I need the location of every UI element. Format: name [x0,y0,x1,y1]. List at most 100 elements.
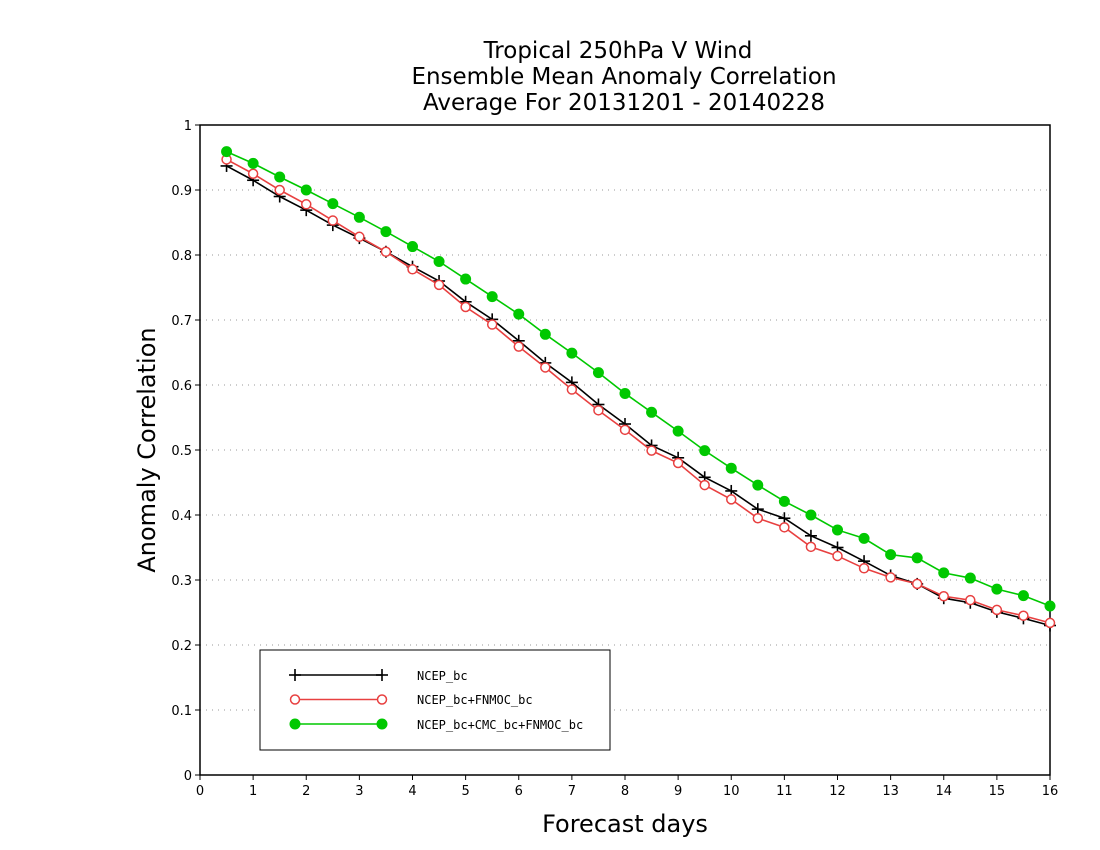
series-1 [221,154,1056,629]
legend-label-ncep-cmc-fnmoc: NCEP_bc+CMC_bc+FNMOC_bc [417,718,583,732]
data-point [354,231,365,243]
series-0 [220,159,1056,632]
x-tick-label: 9 [674,784,682,799]
data-point [832,550,843,562]
x-tick-label: 1 [249,784,257,799]
y-tick-label: 0.2 [171,639,192,654]
data-point [646,406,658,418]
legend-marker [376,718,388,730]
data-point [778,495,790,507]
y-tick-label: 0.8 [171,249,192,264]
legend-marker [289,694,301,705]
x-tick-label: 2 [302,784,310,799]
legend-label-ncep-fnmoc: NCEP_bc+FNMOC_bc [417,693,533,707]
data-point [540,362,551,373]
data-point [726,494,737,505]
data-point [353,211,365,223]
data-point [274,171,286,183]
x-tick-label: 7 [568,784,576,799]
data-point [380,226,392,238]
title-line-1: Tropical 250hPa V Wind [483,38,753,64]
data-point [593,405,604,416]
data-point [486,319,498,330]
data-point [513,341,524,352]
legend-marker [376,669,388,681]
data-point [779,522,790,533]
data-point [1044,600,1056,612]
data-point [1017,590,1029,602]
legend-sample-2 [289,718,388,730]
x-tick-label: 15 [989,784,1006,799]
x-tick-label: 11 [776,784,793,799]
data-point [460,273,472,285]
y-tick-label: 0.3 [171,574,192,589]
legend-label-ncep: NCEP_bc [417,669,468,683]
x-tick-label: 6 [515,784,523,799]
data-point [804,529,817,542]
data-point [805,509,817,521]
y-tick-label: 0.7 [171,314,192,329]
data-point [938,591,949,602]
data-point [460,301,471,313]
data-point [513,308,525,320]
data-point [433,256,445,267]
data-point [752,513,764,524]
data-point [327,198,339,210]
data-point [221,146,233,158]
data-point [805,541,817,553]
y-tick-label: 0.5 [171,444,192,459]
data-point [274,184,285,196]
data-point [911,552,923,564]
y-tick-label: 0.6 [171,379,192,394]
title-line-2: Ensemble Mean Anomaly Correlation [411,64,836,90]
data-point [832,524,843,536]
data-point [672,457,684,469]
y-tick-label: 0.4 [171,509,192,524]
legend-marker [289,718,301,730]
x-tick-label: 12 [829,784,846,799]
data-point [619,424,631,436]
data-point [725,462,737,474]
data-point [433,279,445,291]
legend-marker [289,669,301,681]
data-point [300,184,312,196]
series-2 [221,146,1056,612]
chart-title: Tropical 250hPa V Wind Ensemble Mean Ano… [411,38,836,116]
legend-sample-1 [289,694,388,705]
y-tick-label: 0.9 [171,184,192,199]
data-point [327,215,339,226]
y-tick-label: 1 [184,119,192,134]
data-point [247,157,259,169]
series-line [226,158,1051,624]
data-point [965,594,976,606]
data-point [1044,617,1056,629]
x-tick-label: 5 [461,784,469,799]
title-line-3: Average For 20131201 - 20140228 [423,90,825,116]
data-point [991,604,1003,616]
data-point [699,479,710,491]
data-point [619,387,631,399]
data-point [566,347,578,359]
series-line [226,165,1051,627]
data-point [380,246,392,257]
x-tick-label: 10 [723,784,740,799]
x-tick-label: 14 [935,784,952,799]
data-point [407,264,418,275]
data-point [247,168,259,179]
x-tick-label: 16 [1042,784,1059,799]
data-point [752,479,764,491]
x-tick-label: 13 [882,784,899,799]
data-point [566,384,578,395]
data-point [301,199,312,210]
axes: 00.10.20.30.40.50.60.70.80.910 1 2 3 4 5 6 7 8 9 1… [171,119,1058,799]
x-tick-label: 0 [196,784,204,799]
x-tick-label: 8 [621,784,629,799]
data-point [938,567,950,579]
x-tick-label: 4 [408,784,416,799]
y-tick-label: 0.1 [171,704,192,719]
series-line [226,150,1051,607]
x-axis-label: Forecast days [542,810,708,838]
data-point [858,563,870,574]
data-point [539,328,551,340]
